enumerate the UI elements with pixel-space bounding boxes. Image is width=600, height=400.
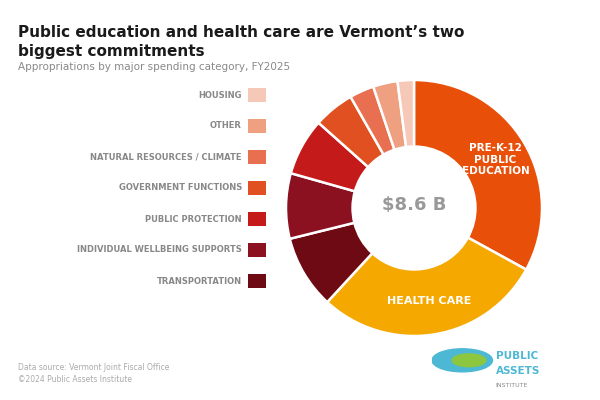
Text: HEALTH CARE: HEALTH CARE — [387, 296, 472, 306]
Text: PRE-K-12
PUBLIC
EDUCATION: PRE-K-12 PUBLIC EDUCATION — [461, 143, 529, 176]
Wedge shape — [414, 80, 542, 270]
Bar — [248, 274, 266, 288]
Wedge shape — [350, 87, 394, 155]
Bar — [248, 88, 266, 102]
Wedge shape — [373, 81, 406, 150]
Bar — [248, 212, 266, 226]
Wedge shape — [286, 173, 355, 239]
Text: ©2024 Public Assets Institute: ©2024 Public Assets Institute — [18, 375, 132, 384]
Wedge shape — [397, 80, 414, 147]
Bar — [248, 119, 266, 133]
Wedge shape — [290, 223, 373, 302]
Text: HOUSING: HOUSING — [199, 90, 242, 100]
Text: NATURAL RESOURCES / CLIMATE: NATURAL RESOURCES / CLIMATE — [91, 152, 242, 162]
Text: $8.6 B: $8.6 B — [382, 196, 446, 214]
Text: PUBLIC PROTECTION: PUBLIC PROTECTION — [145, 214, 242, 224]
Text: TRANSPORTATION: TRANSPORTATION — [157, 276, 242, 286]
Bar — [248, 243, 266, 257]
Text: Data source: Vermont Joint Fiscal Office: Data source: Vermont Joint Fiscal Office — [18, 363, 169, 372]
Bar — [248, 181, 266, 195]
Wedge shape — [319, 97, 383, 167]
Text: GOVERNMENT FUNCTIONS: GOVERNMENT FUNCTIONS — [119, 184, 242, 192]
Circle shape — [452, 354, 486, 367]
Text: PUBLIC: PUBLIC — [496, 352, 538, 362]
Text: Public education and health care are Vermont’s two
biggest commitments: Public education and health care are Ver… — [18, 25, 464, 59]
Text: INDIVIDUAL WELLBEING SUPPORTS: INDIVIDUAL WELLBEING SUPPORTS — [77, 246, 242, 254]
Text: OTHER: OTHER — [210, 122, 242, 130]
Text: ASSETS: ASSETS — [496, 366, 540, 376]
Circle shape — [432, 349, 493, 372]
Wedge shape — [291, 123, 368, 191]
Wedge shape — [327, 238, 526, 336]
Text: Appropriations by major spending category, FY2025: Appropriations by major spending categor… — [18, 62, 290, 72]
Text: INSTITUTE: INSTITUTE — [496, 384, 528, 388]
Bar — [248, 150, 266, 164]
